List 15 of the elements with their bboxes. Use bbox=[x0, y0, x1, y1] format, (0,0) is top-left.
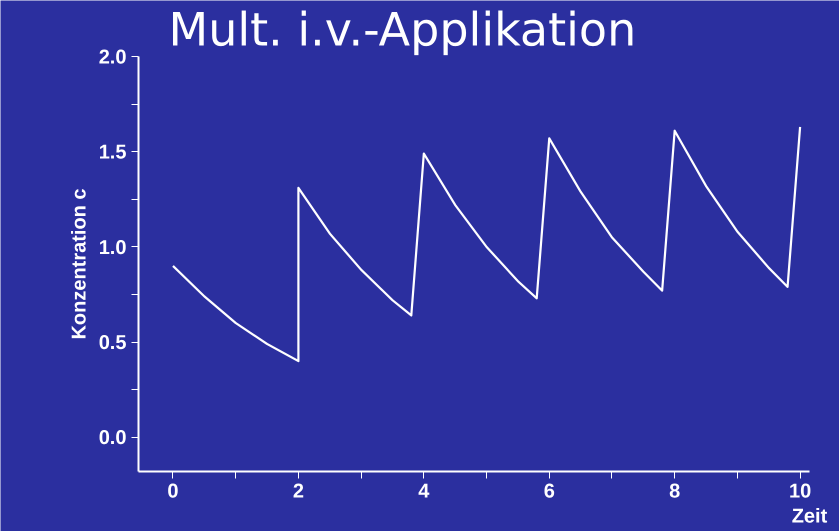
x-tick-label: 6 bbox=[544, 480, 555, 502]
x-tick-label: 4 bbox=[418, 480, 430, 502]
x-tick-label: 10 bbox=[788, 480, 812, 502]
x-tick-label: 2 bbox=[292, 480, 304, 502]
y-tick-label: 1.5 bbox=[98, 142, 127, 164]
y-tick-label: 2.0 bbox=[98, 46, 127, 68]
x-axis-title: Zeit bbox=[792, 506, 828, 528]
x-tick-label: 0 bbox=[167, 480, 179, 502]
y-tick-label: 0.0 bbox=[98, 427, 127, 450]
y-axis-title: Konzentration c bbox=[68, 188, 91, 340]
line-series bbox=[172, 126, 802, 362]
y-tick-label: 1.0 bbox=[98, 236, 127, 259]
x-tick-label: 8 bbox=[669, 480, 680, 502]
chart-title: Mult. i.v.-Applikation bbox=[168, 2, 636, 56]
y-tick-label: 0.5 bbox=[98, 332, 127, 354]
